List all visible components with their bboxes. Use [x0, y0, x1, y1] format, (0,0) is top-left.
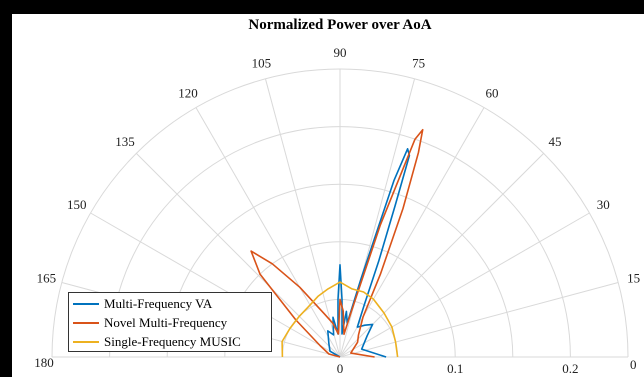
tick-labels: 0 15 30 45 60 75 90 105 120 135 150 165 180 0 0.1 0.2 [34, 45, 640, 376]
angle-tick-label: 165 [37, 270, 57, 285]
radial-tick-label: 0 [337, 361, 344, 376]
radial-tick-label: 0.2 [562, 361, 578, 376]
angle-tick-label: 0 [630, 357, 637, 372]
angle-tick-label: 90 [334, 45, 347, 60]
radial-tick-label: 0.1 [447, 361, 463, 376]
angle-tick-label: 45 [548, 134, 561, 149]
angle-tick-label: 180 [34, 355, 54, 370]
angle-tick-label: 30 [597, 197, 610, 212]
legend-swatch-novel-multi-frequency [73, 322, 99, 324]
angle-tick-label: 135 [115, 134, 135, 149]
legend-label: Novel Multi-Frequency [104, 315, 228, 330]
legend-swatch-single-frequency-music [73, 341, 99, 343]
series-line-single-frequency-music [281, 281, 399, 358]
angular-grid-spoke [339, 152, 545, 358]
legend-label: Multi-Frequency VA [104, 296, 213, 311]
chart-title: Normalized Power over AoA [248, 17, 431, 33]
angle-tick-label: 105 [252, 55, 272, 70]
angular-grid-spoke [339, 78, 416, 358]
legend-item-multi-frequency-va: Multi-Frequency VA [73, 295, 212, 313]
legend-swatch-multi-frequency-va [73, 303, 99, 305]
angular-grid-spoke [90, 212, 341, 358]
angle-tick-label: 60 [486, 86, 499, 101]
legend-label: Single-Frequency MUSIC [104, 334, 241, 349]
angular-grid-spoke [339, 281, 619, 358]
legend-item-single-frequency-music: Single-Frequency MUSIC [73, 333, 241, 351]
legend-item-novel-multi-frequency: Novel Multi-Frequency [73, 314, 227, 332]
angle-tick-label: 75 [412, 55, 425, 70]
angular-grid-spoke [264, 78, 341, 358]
angle-tick-label: 150 [67, 197, 87, 212]
series-lines [250, 128, 424, 358]
angular-grid-spoke [339, 212, 590, 358]
angular-grid-spoke [195, 107, 341, 358]
angle-tick-label: 120 [178, 86, 198, 101]
series-line-novel-multi-frequency [250, 128, 424, 358]
legend: Multi-Frequency VA Novel Multi-Frequency… [68, 292, 272, 352]
angle-tick-label: 15 [627, 270, 640, 285]
angular-grid-spoke [135, 152, 341, 358]
